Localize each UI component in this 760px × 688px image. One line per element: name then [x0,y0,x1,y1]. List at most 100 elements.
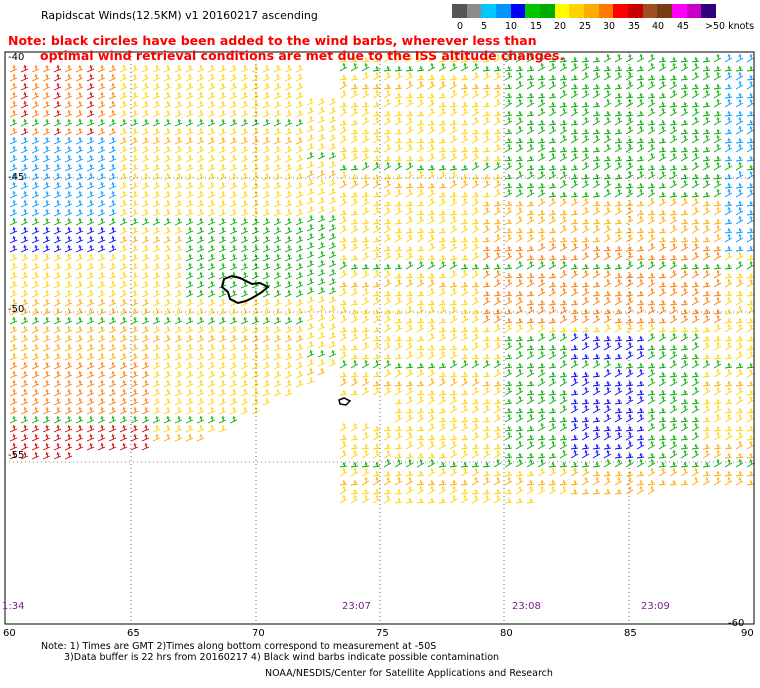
wind-barb [119,109,128,118]
wind-barb [196,199,205,208]
wind-barb [460,449,469,459]
wind-barb [317,106,326,115]
wind-barb [185,379,194,388]
wind-barb [119,136,128,145]
wind-barb [251,406,260,415]
wind-barb [273,334,282,343]
wind-barb [20,262,29,271]
wind-barb [295,145,304,154]
wind-barb [482,404,491,414]
wind-barb [328,106,337,115]
wind-barb [559,125,568,135]
wind-barb [152,82,161,91]
wind-barb [724,92,733,99]
wind-barb [163,280,172,289]
wind-barb [218,379,227,388]
wind-barb [691,422,700,432]
wind-barb [108,280,117,289]
wind-barb [20,109,29,118]
wind-barb [438,281,447,288]
wind-barb [361,179,370,189]
wind-barb [416,233,425,243]
wind-barb [284,208,293,217]
wind-barb [42,127,51,136]
wind-barb [724,263,733,270]
wind-barb [251,334,260,343]
wind-barb [97,442,106,451]
wind-barb [746,245,755,252]
wind-barb [735,278,744,288]
wind-barb [141,352,150,361]
wind-barb [53,298,62,307]
wind-barb [383,458,392,468]
wind-barb [460,422,469,432]
wind-barb [31,199,40,208]
wind-barb [240,109,249,118]
wind-barb [691,353,700,360]
wind-barb [735,71,744,81]
wind-barb [339,434,348,441]
wind-barb [405,245,414,252]
wind-barb [669,80,678,90]
wind-barb [702,314,711,324]
wind-barb [482,461,491,468]
wind-barb [119,370,128,379]
wind-barb [108,199,117,208]
wind-barb [284,316,293,325]
wind-barb [361,386,370,396]
wind-barb [295,235,304,244]
wind-barb [383,341,392,351]
wind-barb [42,64,51,73]
wind-barb [64,208,73,217]
wind-barb [240,136,249,145]
wind-barb [229,217,238,226]
wind-barb [416,434,425,441]
wind-barb [460,287,469,297]
wind-barb [636,143,645,153]
wind-barb [9,235,18,244]
wind-barb [570,191,579,198]
wind-barb [394,173,403,180]
wind-barb [537,152,546,162]
wind-barb [746,479,755,486]
wind-barb [735,470,744,477]
wind-barb [614,425,623,432]
wind-barb [119,406,128,415]
wind-barb [416,317,425,324]
wind-barb [86,199,95,208]
wind-barb [647,272,656,279]
wind-barb [141,181,150,190]
wind-barb [20,388,29,397]
wind-barb [482,449,491,459]
wind-barb [339,164,348,171]
wind-barb [504,218,513,225]
wind-barb [328,214,337,223]
wind-barb [53,244,62,253]
time-label-2308: 23:08 [512,601,541,612]
wind-barb [427,440,436,450]
wind-barb [592,449,601,459]
wind-barb [460,434,469,441]
wind-barb [636,74,645,81]
wind-barb [295,163,304,172]
wind-barb [537,125,546,135]
wind-barb [130,190,139,199]
wind-barb [482,110,491,117]
wind-barb [339,479,348,486]
wind-barb [581,281,590,288]
wind-barb [537,317,546,324]
wind-barb [141,73,150,82]
wind-barb [273,181,282,190]
wind-barb [537,407,546,414]
wind-barb [317,196,326,205]
wind-barb [361,443,370,450]
wind-barb [537,197,546,207]
wind-barb [394,290,403,297]
wind-barb [229,118,238,127]
wind-barb [130,316,139,325]
wind-barb [471,422,480,432]
wind-barb [185,217,194,226]
wind-barb [548,227,557,234]
wind-barb [262,271,271,280]
wind-barb [405,476,414,486]
